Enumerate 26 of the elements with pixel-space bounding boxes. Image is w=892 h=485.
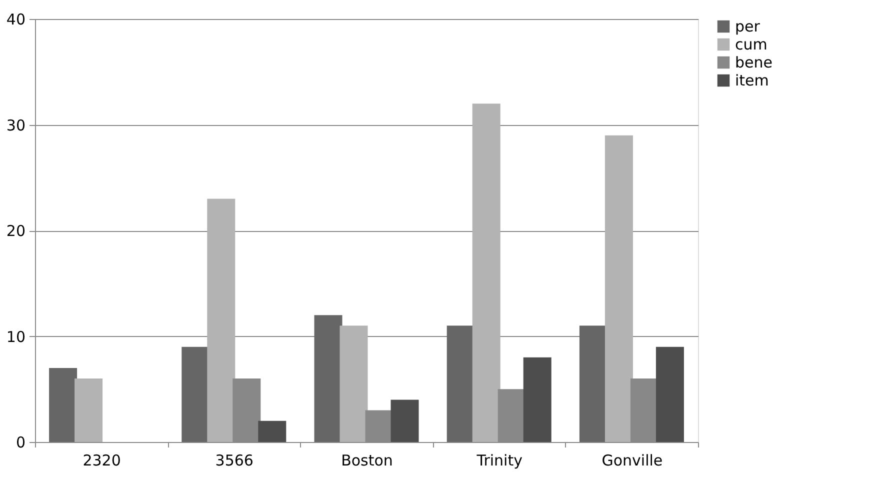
bar	[390, 400, 419, 442]
x-tick-label: Gonville	[602, 452, 663, 470]
y-tick-label: 20	[6, 222, 26, 240]
bar	[207, 198, 236, 442]
bar	[523, 357, 552, 442]
bar	[49, 368, 78, 442]
bar	[314, 315, 342, 442]
bar	[232, 378, 261, 442]
bar	[472, 104, 500, 442]
bar	[340, 326, 368, 442]
legend-label: bene	[735, 54, 772, 72]
y-tick-label: 0	[16, 434, 26, 452]
legend-label: per	[735, 18, 761, 36]
x-tick-label: 3566	[215, 452, 254, 470]
legend-label: cum	[735, 36, 768, 54]
x-tick-label: Trinity	[476, 452, 523, 470]
x-tick-label: 2320	[82, 452, 121, 470]
bar	[604, 135, 633, 442]
legend-label: item	[735, 72, 769, 90]
x-tick-label: Boston	[341, 452, 393, 470]
y-tick-label: 30	[6, 116, 26, 134]
bar	[258, 420, 286, 442]
y-tick-label: 40	[6, 10, 26, 28]
bar	[656, 346, 684, 442]
bar	[74, 378, 103, 442]
y-tick-label: 10	[6, 328, 26, 346]
